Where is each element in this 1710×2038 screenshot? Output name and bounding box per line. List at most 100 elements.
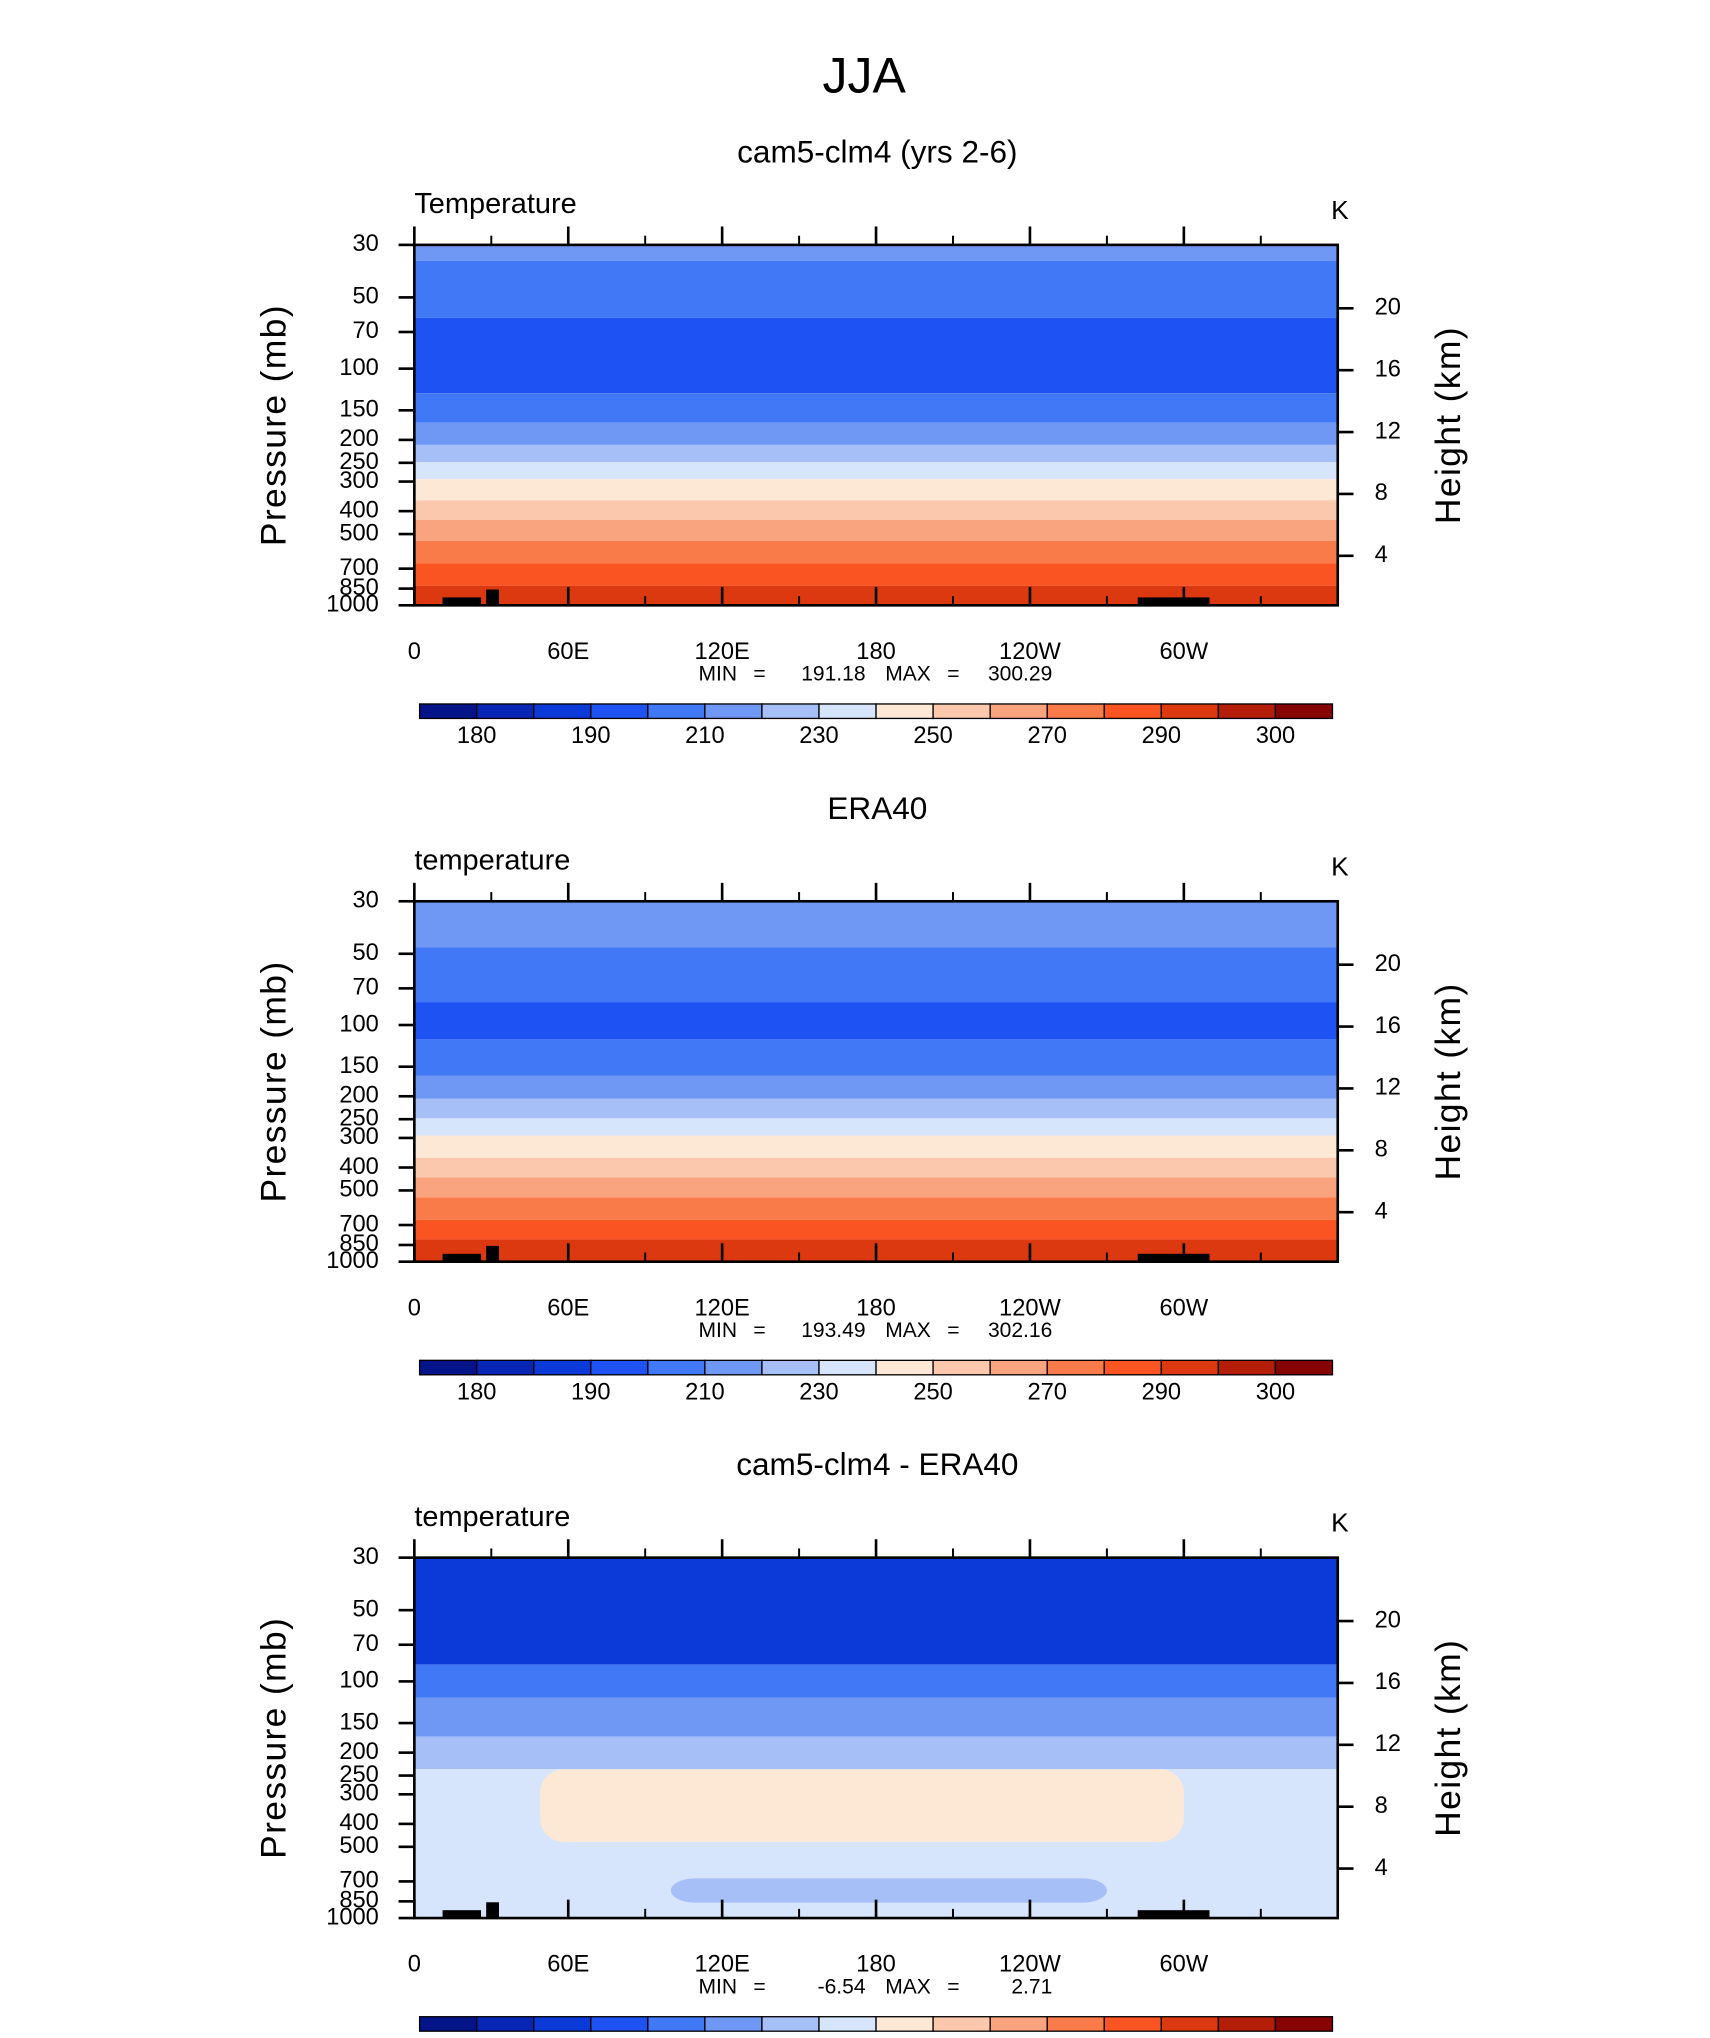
colorbar-box — [932, 703, 991, 720]
y-tick-label: 150 — [339, 1053, 378, 1079]
contour-band — [414, 260, 1338, 318]
y-tick-label: 1000 — [326, 1248, 379, 1274]
colorbar-label: -9 — [466, 2036, 487, 2038]
colorbar-box — [761, 703, 820, 720]
contour-band — [414, 1557, 1338, 1665]
colorbar-label: 5 — [1155, 2036, 1168, 2038]
colorbar-box — [818, 1359, 877, 1376]
y2-tick-label: 4 — [1375, 1855, 1388, 1881]
colorbar-box — [590, 1359, 649, 1376]
colorbar-label: 180 — [457, 1379, 496, 1405]
y-tick-label: 300 — [339, 1781, 378, 1807]
colorbar-label: -7 — [523, 2036, 544, 2038]
colorbar-box — [704, 703, 763, 720]
y2-tick-label: 20 — [1375, 295, 1401, 321]
colorbar-box — [1046, 2016, 1105, 2032]
y-tick-label: 1000 — [326, 592, 379, 618]
x-tick-label: 0 — [408, 1952, 421, 1978]
x-tick-label: 60E — [547, 1952, 589, 1978]
colorbar-label: -3 — [694, 2036, 715, 2038]
max-label: MAX = — [885, 663, 959, 686]
contour-band — [414, 519, 1338, 542]
terrain — [486, 589, 499, 606]
x-tick-label: 120W — [999, 639, 1061, 665]
colorbar-label: 210 — [685, 723, 724, 749]
contour-band — [414, 1157, 1338, 1178]
colorbar-box — [989, 2016, 1048, 2032]
contour-region — [670, 1878, 1107, 1903]
y2-axis-label: Height (km) — [1428, 326, 1468, 524]
colorbar-label: -5 — [580, 2036, 601, 2038]
y-tick-label: 200 — [339, 1083, 378, 1109]
terrain — [1137, 1910, 1210, 1919]
y-tick-label: 400 — [339, 497, 378, 523]
max-label: MAX = — [885, 1319, 959, 1342]
y2-tick-label: 8 — [1375, 1137, 1388, 1163]
contour-band — [414, 393, 1338, 423]
panel-title: cam5-clm4 - ERA40 — [736, 1446, 1018, 1482]
colorbar-box — [1160, 1359, 1220, 1376]
y-tick-label: 30 — [353, 231, 379, 257]
x-tick-label: 0 — [408, 639, 421, 665]
colorbar-label: 190 — [571, 1379, 610, 1405]
colorbar-box — [1274, 703, 1334, 720]
contour-band — [414, 1002, 1338, 1040]
contour-band — [414, 244, 1338, 261]
y-tick-label: 200 — [339, 1739, 378, 1765]
contour-band — [414, 1219, 1338, 1240]
colorbar-box — [989, 703, 1048, 720]
colorbar-label: 180 — [457, 723, 496, 749]
y2-tick-label: 16 — [1375, 1013, 1401, 1039]
colorbar-box — [818, 703, 877, 720]
y-tick-label: 850 — [339, 1888, 378, 1914]
colorbar-box — [590, 703, 649, 720]
x-tick-label: 60W — [1160, 639, 1209, 665]
y2-tick-label: 12 — [1375, 418, 1401, 444]
colorbar-box — [1046, 1359, 1105, 1376]
colorbar-label: 250 — [913, 1379, 952, 1405]
colorbar-label: 1 — [927, 2036, 940, 2038]
y2-tick-label: 8 — [1375, 1793, 1388, 1819]
colorbar-box — [533, 2016, 592, 2032]
contour-band — [414, 461, 1338, 480]
colorbar-box — [418, 703, 478, 720]
y-tick-label: 70 — [353, 975, 379, 1001]
colorbar-label: 290 — [1142, 723, 1181, 749]
contour-band — [414, 479, 1338, 501]
y2-tick-label: 4 — [1375, 1198, 1388, 1224]
colorbar-label: 300 — [1256, 1379, 1295, 1405]
colorbar-label: 230 — [799, 723, 838, 749]
contour-band — [414, 1736, 1338, 1770]
y-axis-label: Pressure (mb) — [254, 960, 294, 1202]
contour-band — [414, 1098, 1338, 1119]
colorbar-label: 3 — [1041, 2036, 1054, 2038]
y-tick-label: 250 — [339, 1762, 378, 1788]
colorbar-box — [1160, 2016, 1220, 2032]
x-tick-label: 60E — [547, 639, 589, 665]
y-tick-label: 850 — [339, 575, 378, 601]
contour-band — [414, 444, 1338, 462]
contour-band — [414, 563, 1338, 586]
colorbar-box — [704, 2016, 763, 2032]
colorbar-box — [875, 2016, 934, 2032]
y-tick-label: 700 — [339, 555, 378, 581]
contour-band — [414, 500, 1338, 520]
colorbar-box — [761, 2016, 820, 2032]
colorbar-box — [1103, 703, 1162, 720]
contour-band — [414, 1039, 1338, 1076]
y-tick-label: 250 — [339, 449, 378, 475]
colorbar-box — [647, 703, 706, 720]
terrain — [442, 1910, 482, 1919]
min-label: MIN = — [698, 1975, 765, 1998]
y-tick-label: 700 — [339, 1211, 378, 1237]
y-tick-label: 100 — [339, 1011, 378, 1037]
colorbar-box — [875, 703, 934, 720]
x-tick-label: 60W — [1160, 1952, 1209, 1978]
terrain — [486, 1902, 499, 1919]
y2-tick-label: 16 — [1375, 1669, 1401, 1695]
y-tick-label: 500 — [339, 520, 378, 546]
colorbar-box — [704, 1359, 763, 1376]
y-tick-label: 500 — [339, 1177, 378, 1203]
contour-region — [540, 1769, 1184, 1842]
y-axis-label: Pressure (mb) — [254, 304, 294, 546]
